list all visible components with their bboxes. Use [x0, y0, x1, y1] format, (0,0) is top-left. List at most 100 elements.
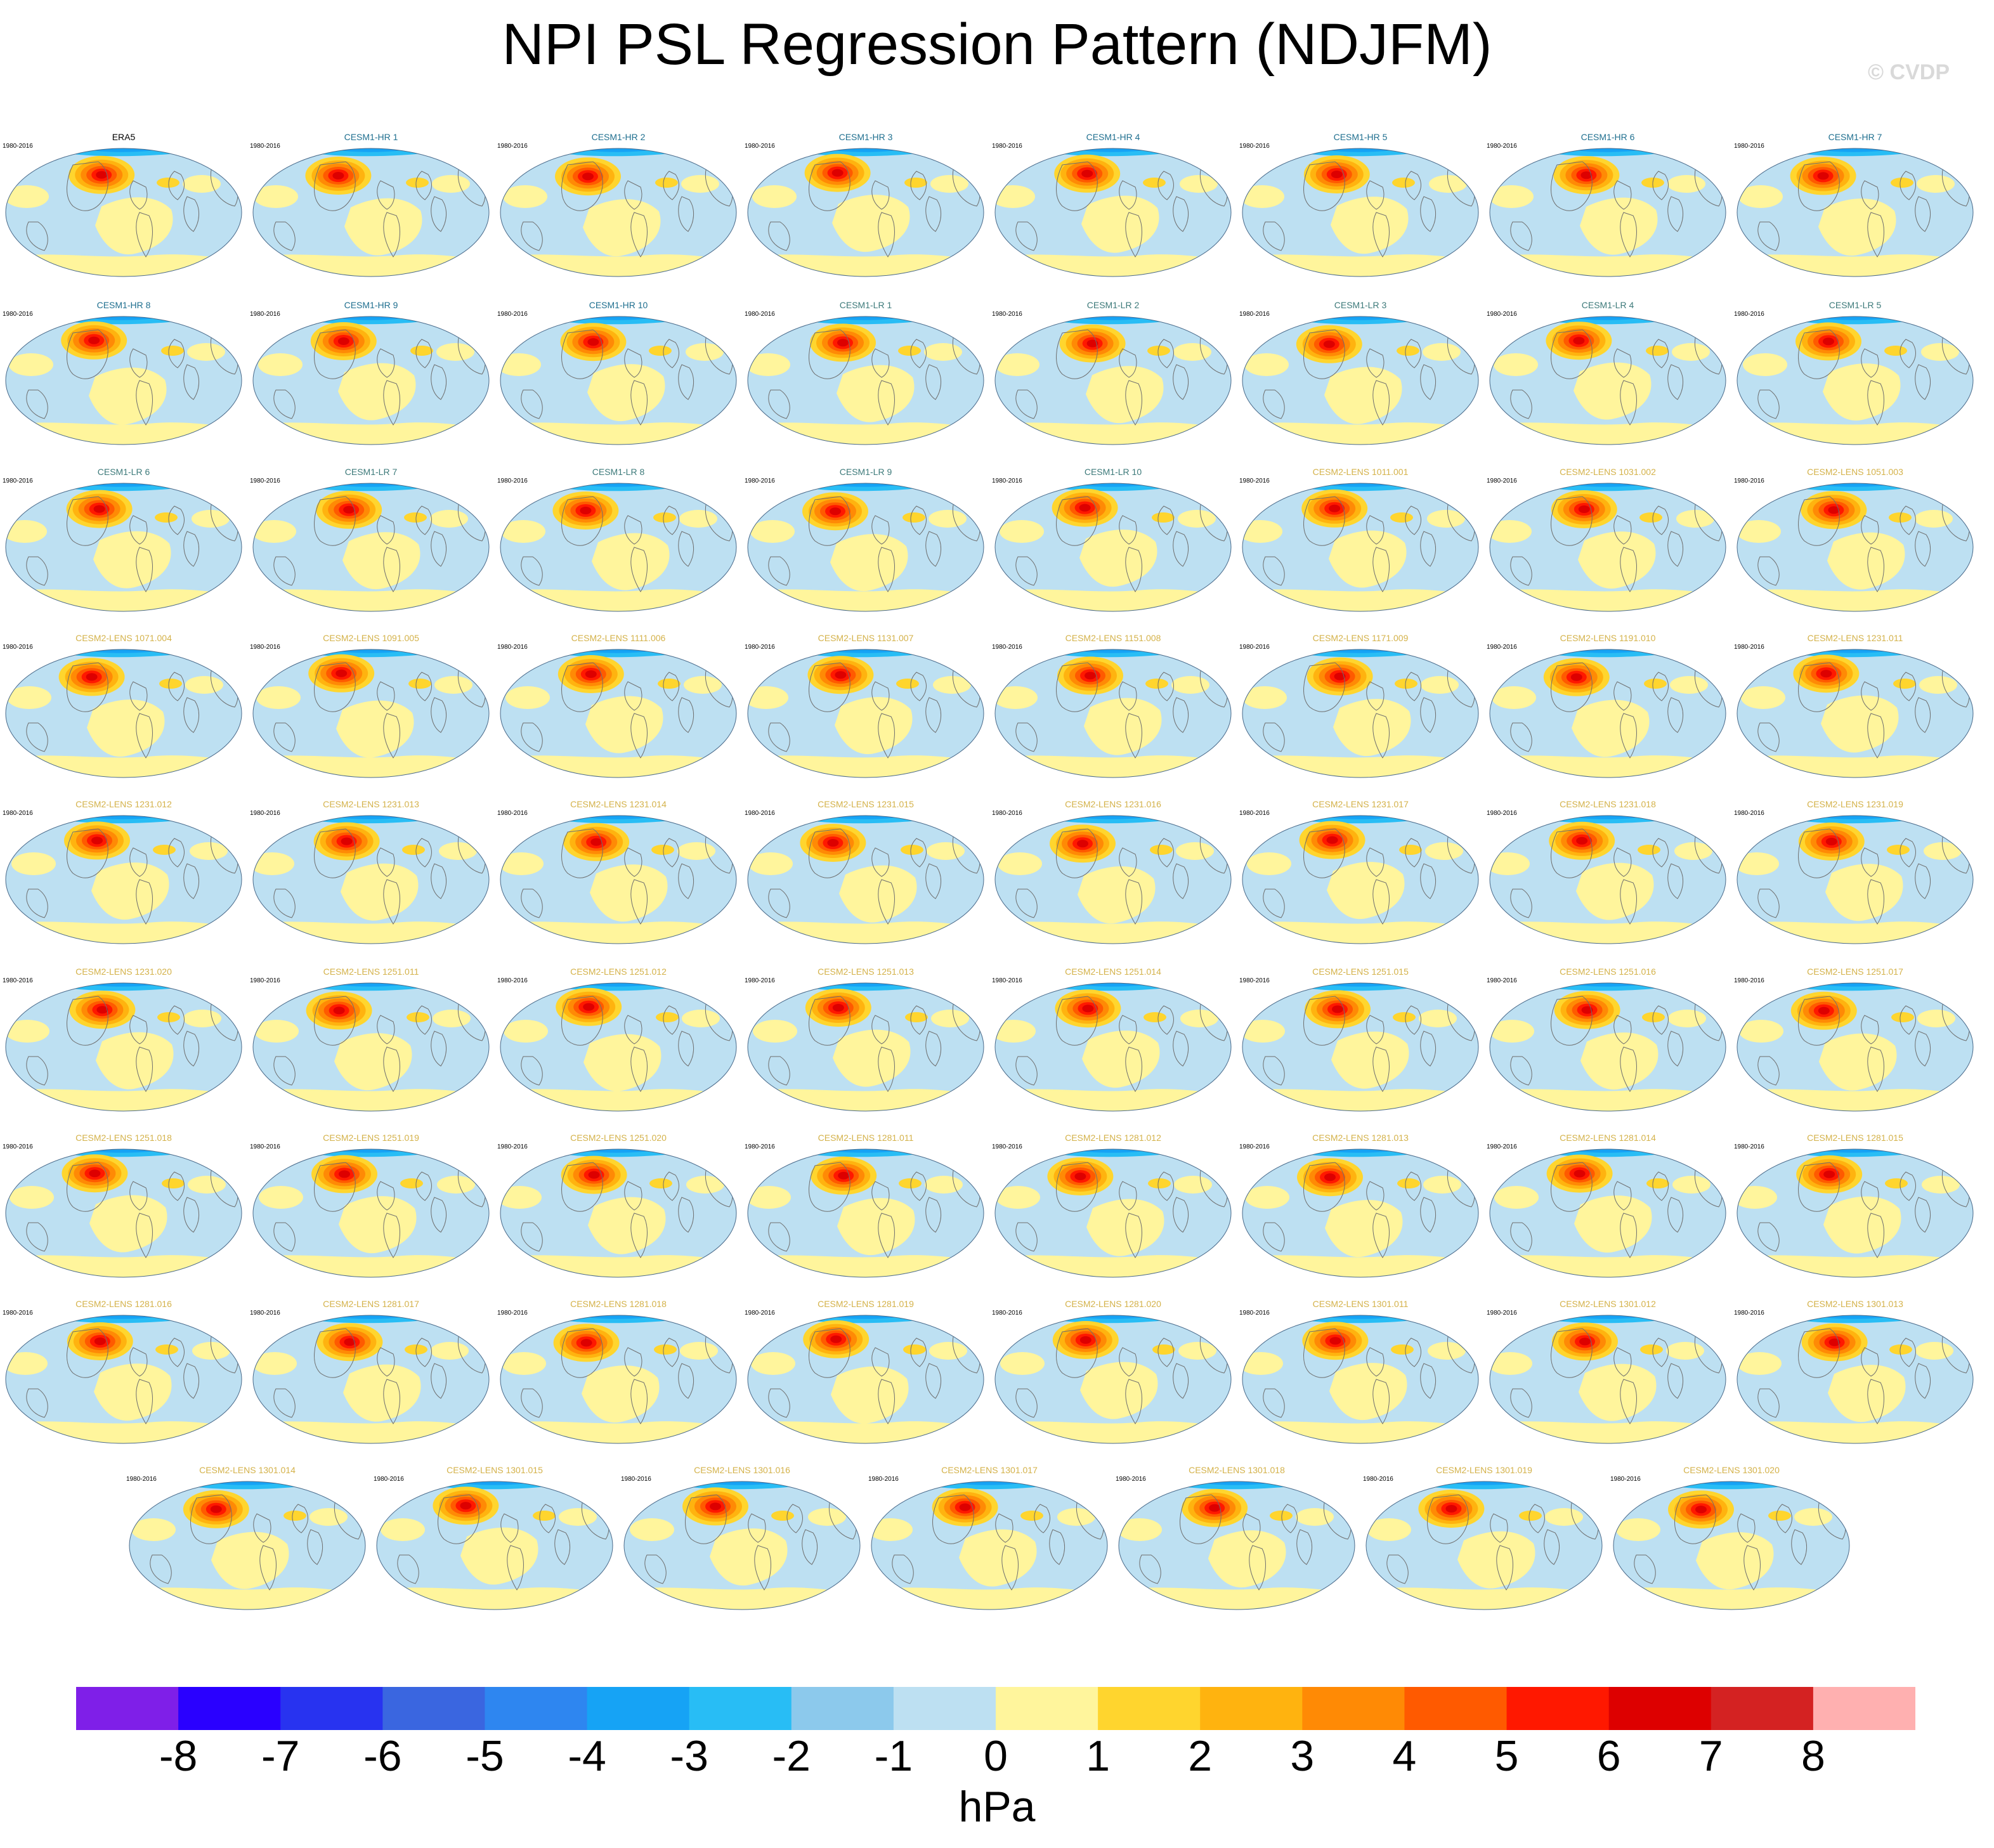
coastline — [431, 364, 446, 400]
npi-high — [1581, 1006, 1593, 1014]
positive-region — [1818, 198, 1896, 256]
coastline — [273, 556, 296, 586]
map-panel: ERA5 1980-2016 — [0, 132, 247, 285]
coastline — [1263, 1222, 1285, 1252]
map-border — [500, 1315, 737, 1444]
coastline — [431, 863, 446, 899]
positive-region — [6, 185, 49, 208]
coastline — [1652, 1337, 1669, 1367]
coastline — [168, 505, 185, 535]
panel-title: CESM1-LR 9 — [839, 467, 892, 477]
panel-title: CESM2-LENS 1231.019 — [1807, 799, 1903, 809]
map-border — [1737, 316, 1974, 445]
positive-region — [590, 864, 668, 922]
coastline — [1125, 879, 1142, 925]
coastline — [183, 364, 199, 400]
colorbar-tick-label: 3 — [1290, 1732, 1315, 1780]
positive-region — [1666, 1342, 1704, 1360]
map — [1242, 649, 1479, 778]
npi-high — [1578, 505, 1590, 513]
positive-region — [1545, 1508, 1583, 1526]
positive-region — [748, 852, 793, 875]
polar-negative — [1303, 316, 1424, 320]
coastline — [168, 838, 185, 868]
map-panel: CESM2-LENS 1251.014 1980-2016 — [989, 966, 1237, 1120]
panel-period: 1980-2016 — [745, 644, 775, 651]
panel-period: 1980-2016 — [497, 977, 528, 984]
map-panel: CESM2-LENS 1031.002 1980-2016 — [1484, 467, 1731, 620]
coastline — [1510, 556, 1532, 586]
panel-title: CESM2-LENS 1251.011 — [323, 966, 419, 977]
coastline — [1551, 496, 1593, 546]
coastline — [871, 1015, 890, 1044]
coastline — [1510, 888, 1532, 918]
coastline — [1620, 1046, 1637, 1092]
coastline — [1861, 1015, 1879, 1044]
coastline — [1372, 1046, 1390, 1092]
coastline — [1551, 1162, 1593, 1212]
coastline — [1620, 212, 1637, 257]
polar-negative — [1303, 148, 1424, 152]
coastline — [1798, 828, 1840, 878]
positive-region — [339, 1196, 417, 1254]
coastline — [26, 1388, 48, 1418]
positive-region — [1000, 520, 1044, 543]
coastline — [1405, 838, 1421, 868]
positive-region — [925, 1176, 963, 1194]
coastline — [1737, 1513, 1756, 1543]
positive-region — [1667, 175, 1705, 193]
positive-region — [1616, 1518, 1660, 1541]
panel-title: CESM2-LENS 1301.018 — [1189, 1465, 1285, 1475]
positive-region — [1081, 195, 1159, 253]
coastline — [183, 196, 199, 232]
positive-region — [1425, 842, 1463, 860]
southern-band — [1737, 755, 1973, 778]
positive-region — [684, 676, 722, 694]
coastline — [1743, 1545, 1761, 1591]
map-panel: CESM1-LR 10 1980-2016 — [989, 467, 1237, 620]
colorbar-swatch — [1098, 1687, 1201, 1730]
coastline — [1667, 1363, 1683, 1399]
coastline — [878, 879, 895, 925]
southern-band — [871, 1587, 1107, 1610]
atlantic-positive — [1891, 1012, 1914, 1022]
atlantic-positive — [1270, 1511, 1293, 1521]
southern-band — [500, 755, 736, 778]
map-panel: CESM2-LENS 1281.018 1980-2016 — [495, 1299, 742, 1452]
panel-title: CESM2-LENS 1031.002 — [1560, 467, 1656, 477]
southern-band — [624, 1587, 860, 1610]
atlantic-positive — [1519, 1511, 1542, 1521]
positive-region — [833, 1029, 911, 1087]
map-panel: CESM2-LENS 1251.015 1980-2016 — [1237, 966, 1484, 1120]
coastline — [630, 879, 648, 925]
panel-title: CESM2-LENS 1281.013 — [1312, 1133, 1409, 1143]
coastline — [1798, 996, 1840, 1046]
map-border — [1365, 1481, 1603, 1610]
panel-period: 1980-2016 — [1487, 311, 1517, 318]
positive-region — [924, 343, 962, 361]
coastline — [1139, 1554, 1161, 1584]
coastline — [1263, 888, 1285, 918]
map-border — [747, 1315, 984, 1444]
coastline — [1915, 697, 1931, 733]
coastline — [1157, 171, 1174, 200]
positive-region — [808, 1508, 846, 1526]
coastline — [1015, 722, 1038, 752]
panel-title: CESM2-LENS 1281.015 — [1807, 1133, 1903, 1143]
map — [1242, 982, 1479, 1112]
coastline — [1366, 1015, 1385, 1044]
coastline — [1049, 1529, 1065, 1565]
panel-period: 1980-2016 — [250, 143, 280, 150]
npi-high — [1081, 169, 1093, 178]
npi-high — [88, 336, 100, 344]
positive-region — [87, 700, 165, 757]
coastline — [383, 212, 400, 257]
panel-title: CESM2-LENS 1251.018 — [75, 1133, 172, 1143]
positive-region — [434, 676, 472, 694]
cvdp-credit: © CVDP — [1868, 60, 1950, 84]
coastline — [1757, 888, 1780, 918]
coastline — [259, 1545, 277, 1591]
positive-region — [748, 686, 788, 709]
polar-negative — [314, 1149, 434, 1153]
southern-band — [129, 1587, 365, 1610]
